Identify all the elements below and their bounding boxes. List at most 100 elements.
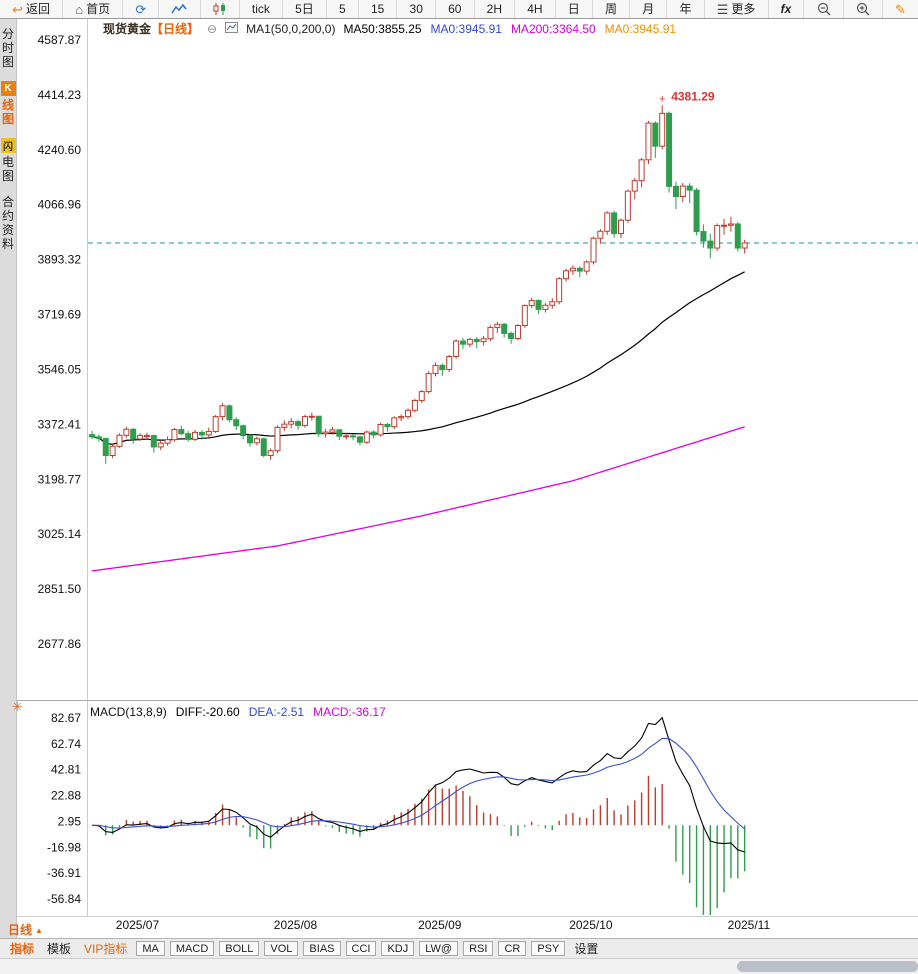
ma200-line xyxy=(91,426,745,572)
period-30-button-label: 30 xyxy=(409,1,423,16)
tab-macd[interactable]: MACD xyxy=(169,941,215,956)
tab-vip-indicators[interactable]: VIP指标 xyxy=(84,942,128,956)
chart-region: 4587.87 4414.23 4240.60 4066.96 3893.32 3719.… xyxy=(17,19,918,938)
period-selector-label: 日线 xyxy=(8,923,33,937)
refresh-icon: ⟳ xyxy=(135,1,147,17)
price-chart[interactable]: 4587.87 4414.23 4240.60 4066.96 3893.32 3719.… xyxy=(17,19,918,938)
zoom-in-icon xyxy=(856,2,870,16)
period-5d-button-label: 5日 xyxy=(295,1,314,16)
refresh-button[interactable]: ⟳ xyxy=(123,0,160,18)
svg-text:-36.91: -36.91 xyxy=(47,866,81,880)
svg-text:2851.50: 2851.50 xyxy=(38,582,82,596)
period-2h-button-label: 2H xyxy=(486,1,503,16)
tab-vol[interactable]: VOL xyxy=(264,941,299,956)
svg-text:3893.32: 3893.32 xyxy=(38,253,82,267)
svg-text:3546.05: 3546.05 xyxy=(38,362,82,376)
svg-text:2.95: 2.95 xyxy=(58,814,82,828)
tab-psy[interactable]: PSY xyxy=(531,941,566,956)
line-chart-button[interactable] xyxy=(159,0,201,18)
svg-text:-16.98: -16.98 xyxy=(47,840,81,854)
period-month-button[interactable]: 月 xyxy=(630,0,668,18)
triangle-up-icon: ▲ xyxy=(35,925,43,935)
svg-text:3719.69: 3719.69 xyxy=(38,308,82,322)
tab-boll[interactable]: BOLL xyxy=(219,941,260,956)
svg-text:3025.14: 3025.14 xyxy=(38,527,82,541)
tab-lw[interactable]: LW@ xyxy=(419,941,459,956)
svg-text:4587.87: 4587.87 xyxy=(38,33,82,47)
period-day-button[interactable]: 日 xyxy=(556,0,593,18)
chart-borders xyxy=(17,19,918,917)
svg-text:+: + xyxy=(659,93,665,105)
pencil-icon: ✎ xyxy=(894,1,906,17)
period-year-button-label: 年 xyxy=(679,1,692,16)
period-4h-button[interactable]: 4H xyxy=(515,0,556,18)
tab-cr[interactable]: CR xyxy=(498,941,527,956)
back-button-label: 返回 xyxy=(26,1,51,16)
home-button-label: 首页 xyxy=(86,1,111,16)
period-60-button-label: 60 xyxy=(448,1,462,16)
indicator-tabs: 指标 模板 VIP指标 MA MACD BOLL VOL BIAS CCI KDJ LW@ RSI CR… xyxy=(0,938,918,958)
period-5d-button[interactable]: 5日 xyxy=(283,0,327,18)
svg-text:4240.60: 4240.60 xyxy=(38,143,82,157)
fx-button-label: fx xyxy=(780,1,792,16)
fx-button[interactable]: fx xyxy=(769,0,805,18)
indicator-settings-icon[interactable]: ✳ xyxy=(12,699,23,714)
tab-settings[interactable]: 设置 xyxy=(574,942,599,956)
period-tick-button-label: tick xyxy=(251,1,270,16)
tab-ma[interactable]: MA xyxy=(136,941,165,956)
zoom-out-button[interactable] xyxy=(804,0,844,18)
diff-line xyxy=(91,716,745,853)
sidebar-item-flash-chart[interactable]: 闪电图 xyxy=(0,138,16,183)
svg-text:4381.29: 4381.29 xyxy=(671,89,715,103)
period-60-button[interactable]: 60 xyxy=(436,0,475,18)
menu-icon: ☰ xyxy=(716,1,729,17)
period-30-button[interactable]: 30 xyxy=(397,0,436,18)
svg-text:42.81: 42.81 xyxy=(51,763,81,777)
svg-text:3372.41: 3372.41 xyxy=(38,417,82,431)
back-button[interactable]: ↩ 返回 xyxy=(0,0,64,18)
svg-text:4066.96: 4066.96 xyxy=(38,198,82,212)
horizontal-scrollbar[interactable] xyxy=(0,958,918,974)
tab-bias[interactable]: BIAS xyxy=(303,941,341,956)
scrollbar-thumb[interactable] xyxy=(737,961,918,972)
period-month-button-label: 月 xyxy=(642,1,655,16)
tab-indicators[interactable]: 指标 xyxy=(10,942,35,956)
period-week-button[interactable]: 周 xyxy=(593,0,631,18)
svg-text:2025/07: 2025/07 xyxy=(116,918,160,932)
sidebar-item-time-chart[interactable]: 分时图 xyxy=(1,27,14,69)
zoom-in-button[interactable] xyxy=(844,0,883,18)
peak-annotation: +4381.29 xyxy=(659,89,715,105)
svg-text:2025/08: 2025/08 xyxy=(274,918,318,932)
svg-text:2677.86: 2677.86 xyxy=(38,637,82,651)
kline-chart-button[interactable] xyxy=(201,0,240,18)
price-axis-labels: 4587.87 4414.23 4240.60 4066.96 3893.32 3719.… xyxy=(38,33,82,651)
area-chart-icon xyxy=(171,3,188,15)
more-button[interactable]: ☰ 更多 xyxy=(705,0,769,18)
svg-text:2025/09: 2025/09 xyxy=(418,918,462,932)
home-button[interactable]: ⌂ 首页 xyxy=(63,0,124,18)
toolbar: ↩ 返回 ⌂ 首页 ⟳ tick 5日 5 15 30 60 2H 4H 日周月年 ☰ 更多 fx ✎ xyxy=(0,0,918,19)
tab-cci[interactable]: CCI xyxy=(345,941,377,956)
sidebar-item-contract-info[interactable]: 合约资料 xyxy=(1,195,14,251)
x-axis-labels: 2025/07 2025/08 2025/09 2025/10 2025/11 xyxy=(116,918,771,932)
draw-button[interactable]: ✎ xyxy=(883,0,918,18)
more-button-label: 更多 xyxy=(731,1,756,16)
svg-text:3198.77: 3198.77 xyxy=(38,472,82,486)
period-week-button-label: 周 xyxy=(605,1,618,16)
svg-text:4414.23: 4414.23 xyxy=(38,88,82,102)
candlestick-icon xyxy=(213,3,227,15)
period-selector[interactable]: 日线 ▲ xyxy=(8,921,43,938)
tab-rsi[interactable]: RSI xyxy=(463,941,494,956)
period-15-button-label: 15 xyxy=(370,1,385,16)
period-year-button[interactable]: 年 xyxy=(667,0,705,18)
sidebar-item-flash-chart-icon: 闪 xyxy=(0,138,16,153)
dea-line xyxy=(91,737,746,830)
tab-kdj[interactable]: KDJ xyxy=(381,941,415,956)
period-tick-button[interactable]: tick xyxy=(240,0,284,18)
home-icon: ⌂ xyxy=(75,1,84,17)
period-5-button[interactable]: 5 xyxy=(327,0,359,18)
period-15-button[interactable]: 15 xyxy=(359,0,398,18)
period-2h-button[interactable]: 2H xyxy=(475,0,516,18)
tab-templates[interactable]: 模板 xyxy=(47,942,72,956)
